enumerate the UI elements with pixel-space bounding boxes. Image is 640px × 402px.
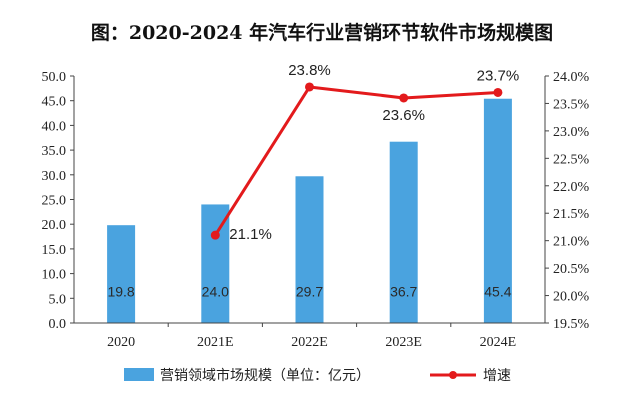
bar-value-label: 24.0: [202, 283, 229, 299]
bar-value-label: 29.7: [296, 283, 323, 299]
bar-value-label: 36.7: [390, 283, 417, 299]
chart-title: 图：2020-2024 年汽车行业营销环节软件市场规模图: [91, 21, 553, 44]
y-left-tick-label: 25.0: [42, 194, 67, 209]
growth-value-label: 23.7%: [477, 67, 520, 84]
growth-point: [399, 93, 409, 103]
x-tick-label: 2021E: [197, 335, 234, 350]
y-left-tick-label: 45.0: [42, 95, 67, 110]
bar: [389, 141, 418, 323]
legend: 营销领域市场规模（单位：亿元） 增速: [124, 367, 511, 384]
y-left-tick-label: 15.0: [42, 243, 67, 258]
x-tick-label: 2022E: [291, 335, 328, 350]
y-right-tick-label: 22.5%: [553, 152, 590, 167]
legend-line-marker: [449, 371, 457, 379]
y-right-tick-label: 21.0%: [553, 235, 590, 250]
bar: [107, 225, 136, 323]
y-left-tick-label: 0.0: [49, 317, 67, 332]
bar: [295, 176, 324, 323]
growth-value-label: 21.1%: [229, 226, 272, 243]
legend-bar-label: 营销领域市场规模（单位：亿元）: [160, 367, 370, 384]
y-left-tick-label: 40.0: [42, 119, 67, 134]
y-right-tick-label: 24.0%: [553, 70, 590, 85]
x-tick-label: 2023E: [385, 335, 422, 350]
y-right-tick-label: 23.5%: [553, 97, 590, 112]
axes-layer: 0.0 5.0 10.0 15.0 20.0 25.0 30.0 35.0 40.0 45.0 50…: [42, 70, 590, 350]
y-right-tick-label: 20.0%: [553, 290, 590, 305]
labels-layer: 19.8 24.0 29.7 36.7 45.4 21.1% 23.8% 23.6% 23.7%: [107, 62, 519, 299]
legend-bar-swatch: [124, 368, 154, 381]
x-tick-label: 2020: [107, 335, 135, 350]
bar-value-label: 19.8: [107, 283, 134, 299]
growth-value-label: 23.6%: [382, 107, 425, 124]
bars-layer: [107, 98, 512, 323]
y-right-tick-label: 19.5%: [553, 317, 590, 332]
growth-point: [493, 87, 503, 97]
legend-line-label: 增速: [483, 368, 511, 384]
bar: [483, 98, 512, 323]
y-right-tick-label: 23.0%: [553, 125, 590, 140]
growth-value-label: 23.8%: [288, 62, 331, 79]
y-left-tick-label: 50.0: [42, 70, 67, 85]
x-tick-label: 2024E: [480, 335, 517, 350]
y-right-tick-label: 22.0%: [553, 180, 590, 195]
y-right-tick-label: 20.5%: [553, 262, 590, 277]
y-left-tick-label: 5.0: [49, 292, 67, 307]
y-left-tick-label: 20.0: [42, 218, 67, 233]
y-left-tick-label: 10.0: [42, 268, 67, 283]
y-left-tick-label: 30.0: [42, 169, 67, 184]
growth-point: [305, 82, 314, 92]
y-left-tick-label: 35.0: [42, 144, 67, 159]
y-right-tick-label: 21.5%: [553, 207, 590, 222]
growth-point: [210, 230, 220, 240]
bar: [201, 204, 230, 323]
growth-line: [214, 85, 498, 236]
bar-value-label: 45.4: [484, 283, 511, 299]
line-layer: [210, 82, 503, 240]
